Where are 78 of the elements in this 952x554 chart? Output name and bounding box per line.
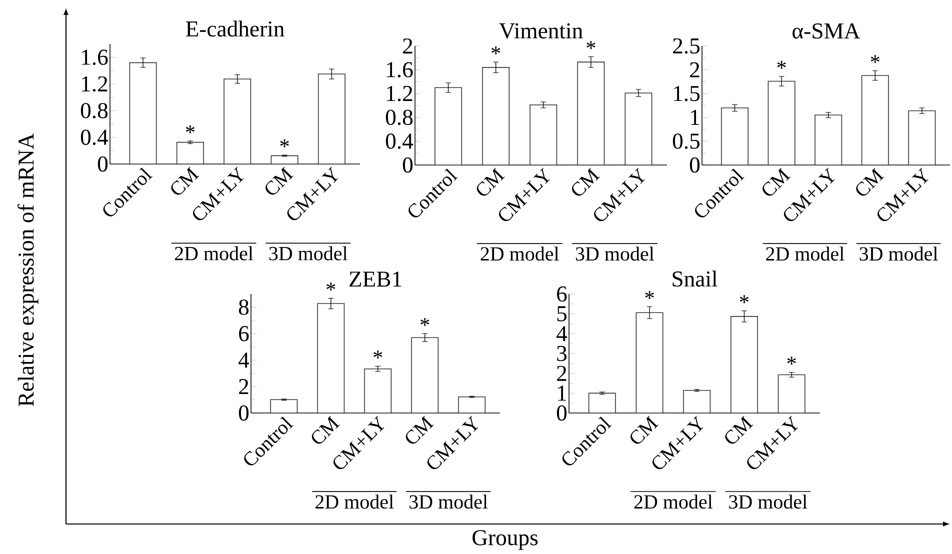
data-label: * bbox=[492, 46, 500, 54]
bar bbox=[814, 114, 842, 166]
bar bbox=[778, 374, 806, 414]
y-tick-label: 0.4 bbox=[386, 133, 414, 149]
x-axis-title: Groups bbox=[472, 530, 538, 550]
bar bbox=[411, 337, 439, 414]
bar bbox=[270, 155, 298, 164]
data-label: * bbox=[186, 125, 194, 134]
chart-title: E-cadherin bbox=[186, 20, 284, 36]
text: 2D model bbox=[480, 246, 559, 260]
y-tick-label: 2 bbox=[690, 62, 700, 78]
data-label: * bbox=[280, 139, 289, 148]
data-label: * bbox=[787, 356, 796, 364]
text: 3D model bbox=[410, 494, 488, 508]
bar bbox=[908, 110, 936, 166]
data-label: * bbox=[870, 55, 880, 63]
chart-title: α-SMA bbox=[792, 23, 860, 38]
y-tick-label: 8 bbox=[238, 299, 249, 315]
data-label: * bbox=[326, 282, 336, 290]
bar bbox=[624, 92, 652, 166]
data-label: * bbox=[645, 290, 654, 299]
text: 2D model bbox=[316, 494, 394, 508]
y-tick-label: 4 bbox=[238, 352, 250, 368]
bar bbox=[270, 399, 298, 414]
chart-title: ZEB1 bbox=[350, 271, 402, 286]
y-tick-label: 1 bbox=[691, 110, 700, 125]
y-tick-label: 0.8 bbox=[386, 110, 413, 125]
bar bbox=[768, 80, 796, 166]
data-label: * bbox=[777, 60, 786, 69]
text: 3D model bbox=[576, 246, 654, 260]
data-label: * bbox=[586, 40, 596, 49]
bar bbox=[482, 66, 510, 166]
y-tick-label: 0.8 bbox=[80, 102, 108, 118]
y-tick-label: 4 bbox=[556, 326, 568, 341]
y-tick-label: 2.5 bbox=[673, 38, 700, 54]
data-label: * bbox=[740, 295, 749, 303]
bar bbox=[721, 107, 748, 166]
chart-title: Vimentin bbox=[499, 23, 583, 38]
y-tick-label: 6 bbox=[239, 326, 249, 342]
bar bbox=[683, 390, 711, 414]
bar bbox=[318, 73, 346, 164]
bar bbox=[176, 142, 204, 164]
bar bbox=[577, 61, 605, 166]
bar bbox=[458, 396, 486, 414]
bar bbox=[588, 392, 616, 414]
y-tick-label: 1 bbox=[558, 386, 566, 400]
y-tick-label: 1.2 bbox=[82, 76, 108, 92]
bar bbox=[530, 104, 558, 166]
y-tick-label: 1.5 bbox=[674, 86, 700, 102]
bar bbox=[861, 74, 889, 166]
chart-title: Snail bbox=[672, 270, 718, 286]
y-tick-label: 2 bbox=[557, 366, 566, 381]
y-tick-label: 2 bbox=[239, 378, 248, 394]
y-tick-label: 1.6 bbox=[82, 49, 108, 65]
text: 3D model bbox=[269, 246, 348, 260]
bar bbox=[434, 87, 462, 166]
text: 3D model bbox=[729, 494, 808, 508]
y-tick-label: 5 bbox=[557, 306, 567, 322]
data-label: * bbox=[374, 350, 382, 358]
y-axis-title: Relative expression of mRNA bbox=[18, 133, 38, 406]
text: 2D model bbox=[634, 494, 712, 508]
text: 3D model bbox=[860, 246, 938, 260]
bar bbox=[129, 62, 157, 164]
y-tick-label: 2 bbox=[403, 38, 412, 54]
data-label: * bbox=[420, 318, 430, 326]
y-tick-label: 6 bbox=[557, 286, 567, 302]
y-tick-label: 1.6 bbox=[387, 62, 413, 78]
bar bbox=[636, 312, 664, 414]
bar bbox=[730, 316, 758, 414]
bar bbox=[364, 368, 392, 414]
bar bbox=[224, 78, 252, 164]
y-tick-label: 0.4 bbox=[80, 129, 108, 145]
bar bbox=[317, 302, 345, 414]
y-tick-label: 1.2 bbox=[387, 86, 412, 102]
text: 2D model bbox=[174, 246, 254, 260]
y-tick-label: 0.5 bbox=[672, 133, 700, 149]
y-tick-label: 3 bbox=[557, 346, 567, 361]
text: 2D model bbox=[766, 246, 844, 260]
